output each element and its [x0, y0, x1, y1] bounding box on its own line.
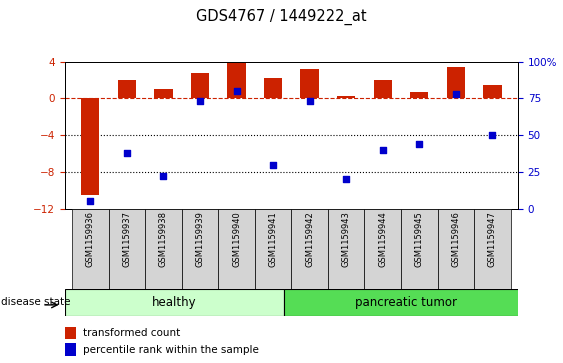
Bar [437, 209, 474, 289]
Bar [65, 327, 76, 339]
Bar [401, 209, 437, 289]
Text: pancreatic tumor: pancreatic tumor [355, 296, 458, 309]
Text: healthy: healthy [152, 296, 196, 309]
Bar [65, 343, 76, 356]
Bar [182, 209, 218, 289]
Text: GSM1159940: GSM1159940 [232, 211, 241, 267]
Point [86, 199, 95, 204]
Bar [446, 67, 465, 98]
Text: disease state: disease state [1, 297, 70, 307]
Bar [191, 73, 209, 98]
Bar [374, 80, 392, 98]
Point [342, 176, 351, 182]
Bar [364, 209, 401, 289]
Bar [264, 78, 282, 98]
Bar [145, 209, 182, 289]
Point [195, 98, 204, 104]
Text: GSM1159944: GSM1159944 [378, 211, 387, 267]
Bar [292, 209, 328, 289]
Point [378, 147, 387, 153]
Point [305, 98, 314, 104]
Bar [65, 289, 284, 316]
Text: transformed count: transformed count [83, 328, 180, 338]
Bar [218, 209, 255, 289]
Text: GSM1159939: GSM1159939 [195, 211, 204, 267]
Bar [109, 209, 145, 289]
Bar [301, 69, 319, 98]
Bar [474, 209, 511, 289]
Text: GSM1159943: GSM1159943 [342, 211, 351, 267]
Point [269, 162, 278, 168]
Text: GDS4767 / 1449222_at: GDS4767 / 1449222_at [196, 9, 367, 25]
Bar [483, 85, 502, 98]
Point [452, 91, 461, 97]
Text: GSM1159938: GSM1159938 [159, 211, 168, 267]
Text: GSM1159945: GSM1159945 [415, 211, 424, 267]
Text: GSM1159942: GSM1159942 [305, 211, 314, 267]
Text: GSM1159937: GSM1159937 [122, 211, 131, 267]
Bar [328, 209, 364, 289]
Point [122, 150, 131, 156]
Point [415, 141, 424, 147]
Point [232, 88, 241, 94]
Text: percentile rank within the sample: percentile rank within the sample [83, 344, 259, 355]
Bar [72, 209, 109, 289]
Bar [154, 89, 173, 98]
Bar [410, 92, 428, 98]
Bar [284, 289, 529, 316]
Bar [255, 209, 292, 289]
Text: GSM1159941: GSM1159941 [269, 211, 278, 267]
Bar [337, 96, 355, 98]
Bar [118, 80, 136, 98]
Text: GSM1159946: GSM1159946 [452, 211, 461, 267]
Bar [81, 98, 100, 195]
Point [159, 174, 168, 179]
Text: GSM1159936: GSM1159936 [86, 211, 95, 267]
Point [488, 132, 497, 138]
Text: GSM1159947: GSM1159947 [488, 211, 497, 267]
Bar [227, 63, 245, 98]
